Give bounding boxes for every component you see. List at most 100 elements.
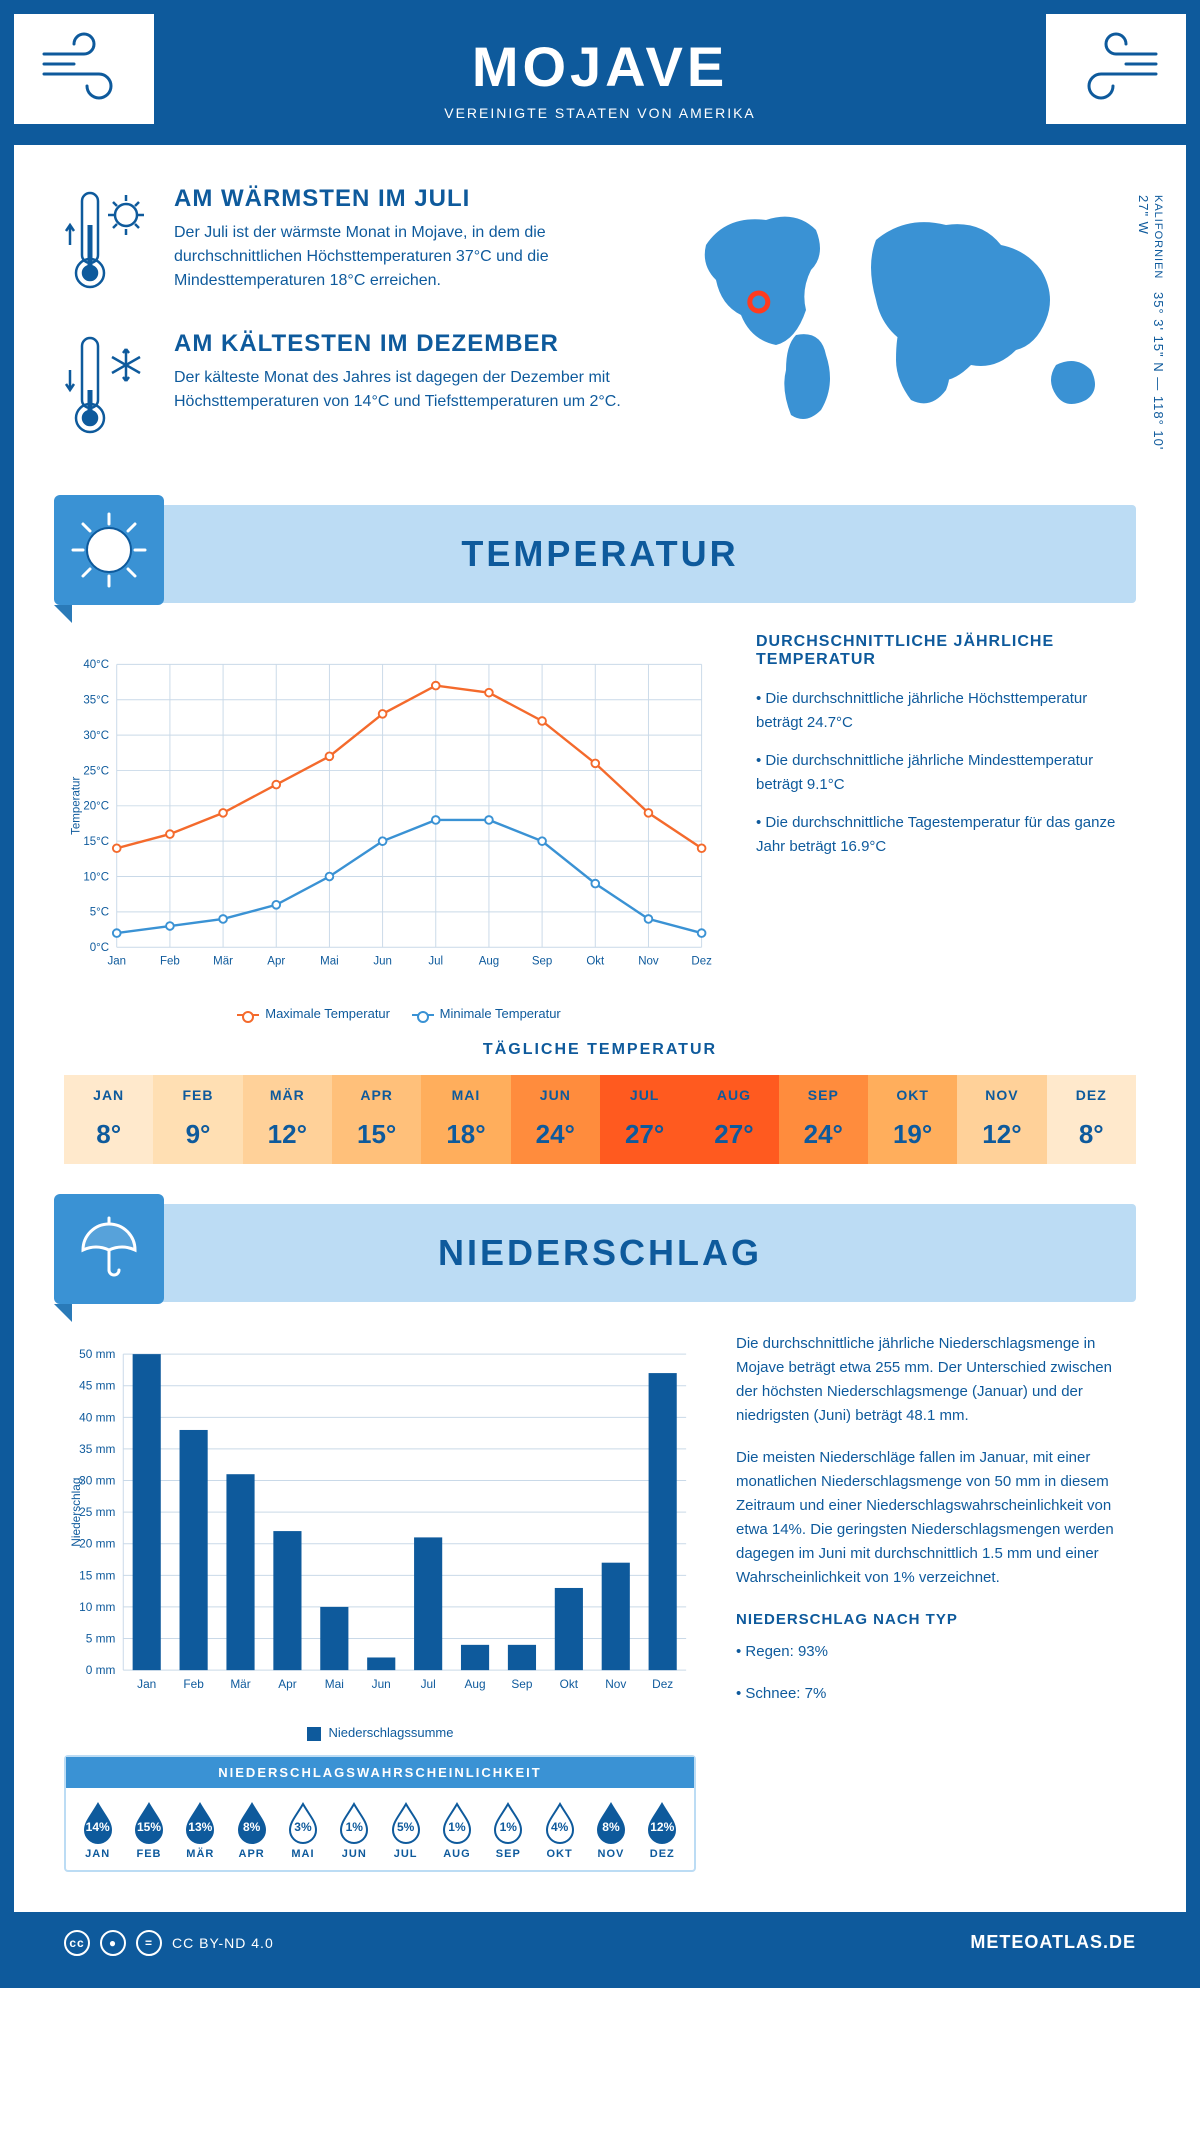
svg-text:35 mm: 35 mm [79, 1442, 115, 1456]
coordinates: KALIFORNIEN 35° 3' 15" N — 118° 10' 27" … [1136, 195, 1166, 475]
svg-text:Mai: Mai [325, 1677, 344, 1691]
svg-text:Jul: Jul [428, 955, 443, 967]
daily-cell: FEB9° [153, 1075, 242, 1164]
svg-text:Temperatur: Temperatur [70, 777, 82, 835]
umbrella-icon [54, 1194, 164, 1304]
daily-cell: NOV12° [957, 1075, 1046, 1164]
svg-text:25 mm: 25 mm [79, 1505, 115, 1519]
temperature-line-chart: 0°C5°C10°C15°C20°C25°C30°C35°C40°CJanFeb… [64, 633, 716, 1021]
precipitation-probability: NIEDERSCHLAGSWAHRSCHEINLICHKEIT 14%JAN15… [64, 1755, 696, 1872]
nd-icon: = [136, 1930, 162, 1956]
footer: cc ● = CC BY-ND 4.0 METEOATLAS.DE [14, 1912, 1186, 1974]
svg-text:Jun: Jun [373, 955, 392, 967]
prob-cell: 12%DEZ [637, 1802, 688, 1860]
fact-warm-text: Der Juli ist der wärmste Monat in Mojave… [174, 221, 636, 293]
thermometer-snow-icon [64, 330, 154, 445]
svg-text:Mai: Mai [320, 955, 339, 967]
svg-text:50 mm: 50 mm [79, 1347, 115, 1361]
svg-text:Okt: Okt [560, 1677, 579, 1691]
daily-cell: SEP24° [779, 1075, 868, 1164]
prob-cell: 1%SEP [483, 1802, 534, 1860]
svg-text:Apr: Apr [267, 955, 285, 967]
sun-icon [54, 495, 164, 605]
daily-cell: MÄR12° [243, 1075, 332, 1164]
daily-cell: DEZ8° [1047, 1075, 1136, 1164]
svg-text:Feb: Feb [183, 1677, 204, 1691]
svg-text:35°C: 35°C [83, 695, 109, 707]
svg-text:0 mm: 0 mm [86, 1663, 116, 1677]
svg-text:5°C: 5°C [90, 907, 109, 919]
daily-temp-table: JAN8°FEB9°MÄR12°APR15°MAI18°JUN24°JUL27°… [64, 1075, 1136, 1164]
svg-text:0°C: 0°C [90, 942, 109, 954]
svg-text:40 mm: 40 mm [79, 1410, 115, 1424]
svg-text:Aug: Aug [479, 955, 499, 967]
prob-cell: 13%MÄR [175, 1802, 226, 1860]
fact-coldest: AM KÄLTESTEN IM DEZEMBER Der kälteste Mo… [64, 330, 636, 445]
svg-text:Aug: Aug [465, 1677, 486, 1691]
cc-icon: cc [64, 1930, 90, 1956]
daily-cell: MAI18° [421, 1075, 510, 1164]
svg-text:Jan: Jan [107, 955, 126, 967]
prob-cell: 3%MAI [277, 1802, 328, 1860]
svg-text:40°C: 40°C [83, 659, 109, 671]
svg-text:Sep: Sep [532, 955, 552, 967]
by-icon: ● [100, 1930, 126, 1956]
svg-text:10 mm: 10 mm [79, 1600, 115, 1614]
svg-text:Dez: Dez [652, 1677, 673, 1691]
svg-text:30°C: 30°C [83, 730, 109, 742]
fact-cold-title: AM KÄLTESTEN IM DEZEMBER [174, 330, 636, 358]
prob-cell: 5%JUL [380, 1802, 431, 1860]
svg-text:Nov: Nov [605, 1677, 626, 1691]
daily-cell: OKT19° [868, 1075, 957, 1164]
svg-text:Feb: Feb [160, 955, 180, 967]
svg-text:Mär: Mär [213, 955, 233, 967]
svg-text:Mär: Mär [230, 1677, 250, 1691]
svg-text:20 mm: 20 mm [79, 1537, 115, 1551]
daily-cell: APR15° [332, 1075, 421, 1164]
daily-cell: JUL27° [600, 1075, 689, 1164]
svg-text:Dez: Dez [691, 955, 712, 967]
precipitation-text: Die durchschnittliche jährliche Niedersc… [736, 1332, 1136, 1872]
svg-text:Okt: Okt [586, 955, 605, 967]
license-text: CC BY-ND 4.0 [172, 1935, 274, 1951]
svg-text:Jun: Jun [372, 1677, 391, 1691]
svg-text:10°C: 10°C [83, 871, 109, 883]
svg-text:Apr: Apr [278, 1677, 296, 1691]
svg-text:45 mm: 45 mm [79, 1379, 115, 1393]
prob-cell: 8%NOV [585, 1802, 636, 1860]
precipitation-bar-chart: 0 mm 5 mm 10 mm 15 mm 20 mm 25 mm 30 mm 35 mm 40… [64, 1332, 696, 1741]
svg-text:30 mm: 30 mm [79, 1473, 115, 1487]
world-map: KALIFORNIEN 35° 3' 15" N — 118° 10' 27" … [676, 185, 1136, 475]
svg-text:Niederschlag: Niederschlag [69, 1478, 83, 1547]
fact-warm-title: AM WÄRMSTEN IM JULI [174, 185, 636, 213]
svg-text:5 mm: 5 mm [86, 1631, 116, 1645]
svg-text:25°C: 25°C [83, 765, 109, 777]
svg-text:Nov: Nov [638, 955, 659, 967]
daily-temp-title: TÄGLICHE TEMPERATUR [14, 1041, 1186, 1059]
prob-cell: 14%JAN [72, 1802, 123, 1860]
svg-text:Sep: Sep [511, 1677, 532, 1691]
page-subtitle: VEREINIGTE STAATEN VON AMERIKA [14, 105, 1186, 121]
temperature-summary: DURCHSCHNITTLICHE JÄHRLICHE TEMPERATUR •… [756, 633, 1136, 1021]
thermometer-sun-icon [64, 185, 154, 300]
daily-cell: AUG27° [689, 1075, 778, 1164]
section-temperature: TEMPERATUR [64, 505, 1136, 603]
prob-cell: 8%APR [226, 1802, 277, 1860]
daily-cell: JUN24° [511, 1075, 600, 1164]
wind-icon [14, 14, 154, 124]
svg-text:Jan: Jan [137, 1677, 156, 1691]
svg-text:Jul: Jul [421, 1677, 436, 1691]
brand: METEOATLAS.DE [970, 1932, 1136, 1953]
prob-cell: 15%FEB [123, 1802, 174, 1860]
fact-cold-text: Der kälteste Monat des Jahres ist dagege… [174, 366, 636, 414]
fact-warmest: AM WÄRMSTEN IM JULI Der Juli ist der wär… [64, 185, 636, 300]
page-title: MOJAVE [14, 34, 1186, 99]
header: MOJAVE VEREINIGTE STAATEN VON AMERIKA [14, 14, 1186, 145]
svg-text:15 mm: 15 mm [79, 1568, 115, 1582]
prob-cell: 1%JUN [329, 1802, 380, 1860]
section-precipitation: NIEDERSCHLAG [64, 1204, 1136, 1302]
wind-icon [1046, 14, 1186, 124]
prob-cell: 4%OKT [534, 1802, 585, 1860]
svg-text:20°C: 20°C [83, 801, 109, 813]
daily-cell: JAN8° [64, 1075, 153, 1164]
